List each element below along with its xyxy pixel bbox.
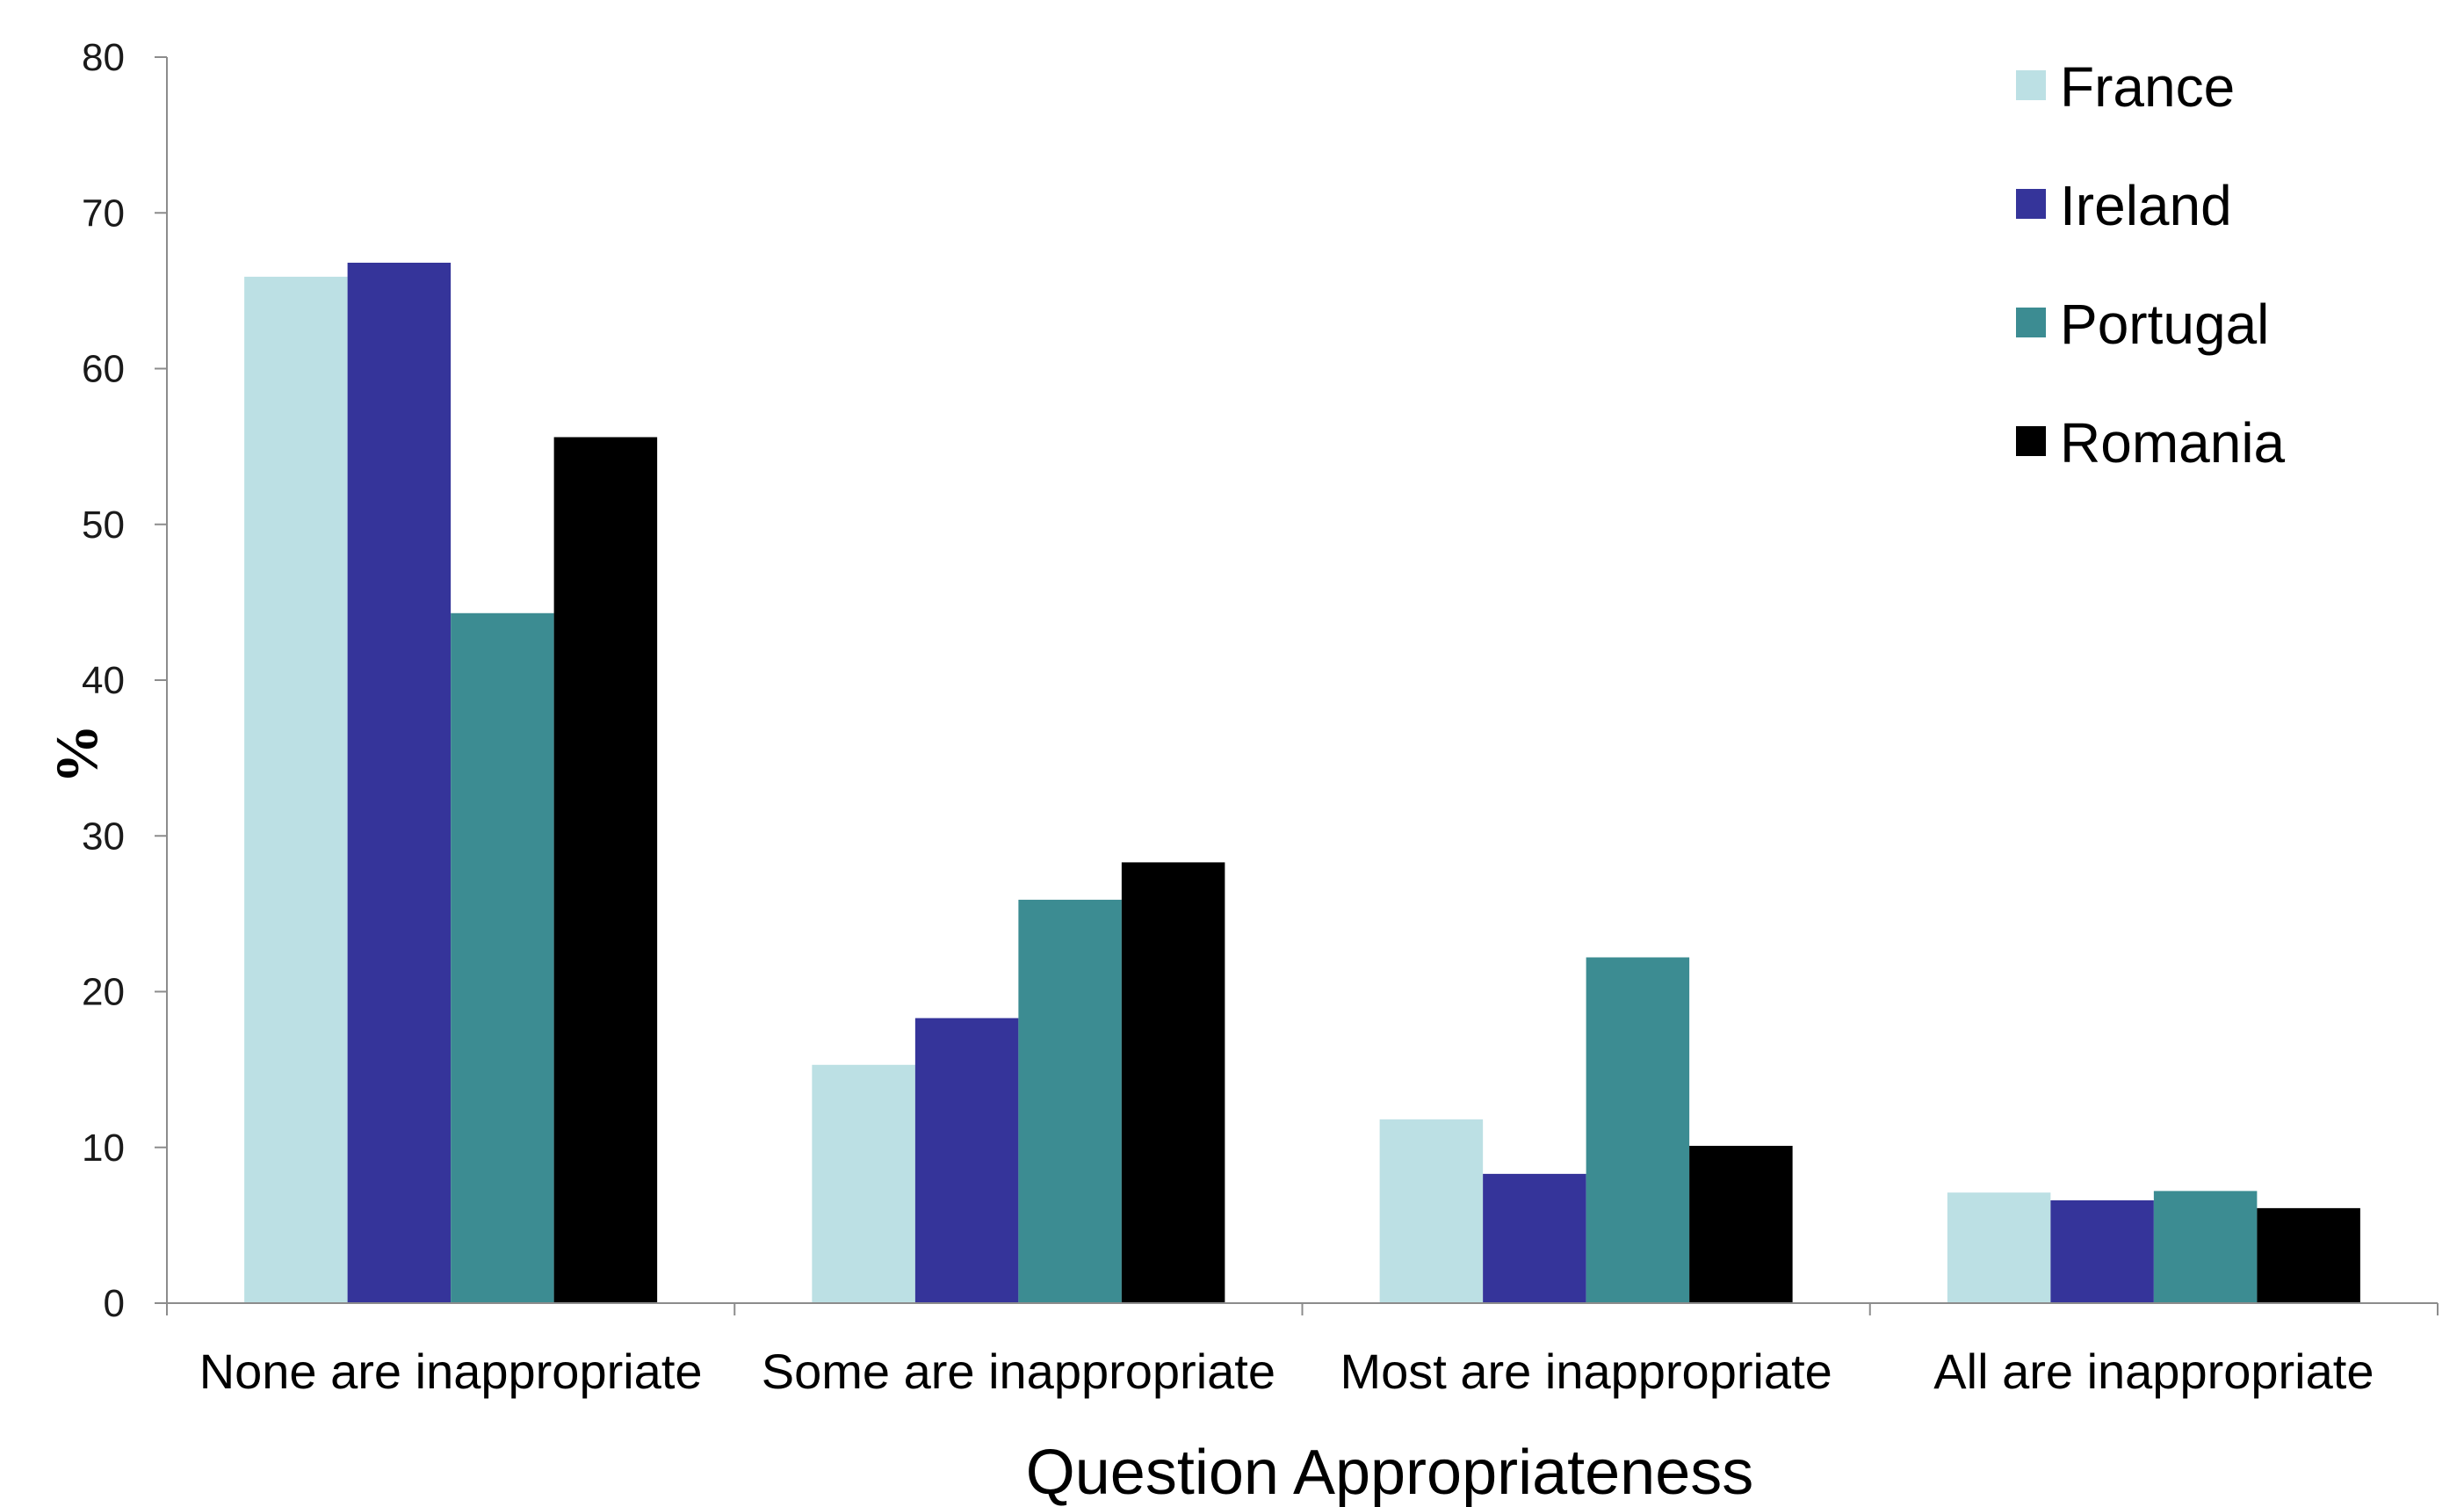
bar-romania-3 (1689, 1145, 1793, 1303)
x-tick-label: Most are inappropriate (1340, 1344, 1832, 1399)
y-tick-label: 60 (82, 348, 125, 391)
bar-portugal-4 (2153, 1191, 2258, 1303)
bar-romania-4 (2257, 1207, 2360, 1303)
legend-swatch-portugal (2016, 308, 2046, 337)
legend-swatch-ireland (2016, 189, 2046, 219)
bar-portugal-3 (1586, 957, 1690, 1303)
y-tick-label: 50 (82, 504, 125, 547)
bar-france-1 (244, 276, 348, 1303)
y-tick-label: 70 (82, 192, 125, 235)
bar-ireland-3 (1483, 1173, 1586, 1303)
legend-label-romania: Romania (2060, 411, 2286, 475)
legend: France Ireland Portugal Romania (2016, 55, 2286, 475)
bar-portugal-2 (1018, 899, 1122, 1303)
legend-swatch-france (2016, 70, 2046, 100)
y-tick-label: 80 (82, 36, 125, 79)
bar-romania-2 (1121, 862, 1225, 1303)
bar-romania-1 (553, 437, 658, 1303)
bar-portugal-1 (451, 612, 554, 1303)
legend-label-portugal: Portugal (2060, 293, 2269, 356)
y-tick-label: 10 (82, 1127, 125, 1170)
x-tick-label: Some are inappropriate (762, 1344, 1275, 1399)
labels-layer: 0 10 20 30 40 50 60 70 80 None are inappropriate S… (82, 36, 2374, 1399)
legend-label-ireland: Ireland (2060, 174, 2232, 237)
bar-france-3 (1379, 1119, 1484, 1303)
bars-layer (244, 262, 2360, 1304)
y-tick-label: 20 (82, 971, 125, 1014)
y-tick-label: 0 (104, 1282, 125, 1325)
x-tick-label: All are inappropriate (1933, 1344, 2374, 1399)
axes-layer (155, 56, 2439, 1315)
bar-ireland-2 (914, 1018, 1019, 1303)
x-tick-label: None are inappropriate (199, 1344, 703, 1399)
legend-swatch-romania (2016, 426, 2046, 456)
x-axis-title: Question Appropriateness (1026, 1438, 1754, 1507)
bar-ireland-4 (2050, 1200, 2154, 1303)
legend-label-france: France (2060, 55, 2235, 119)
y-tick-label: 40 (82, 659, 125, 702)
bar-france-4 (1947, 1192, 2051, 1303)
y-tick-label: 30 (82, 815, 125, 858)
y-axis-title: % (43, 724, 110, 784)
bar-ireland-1 (347, 262, 452, 1304)
bar-france-2 (812, 1064, 915, 1303)
